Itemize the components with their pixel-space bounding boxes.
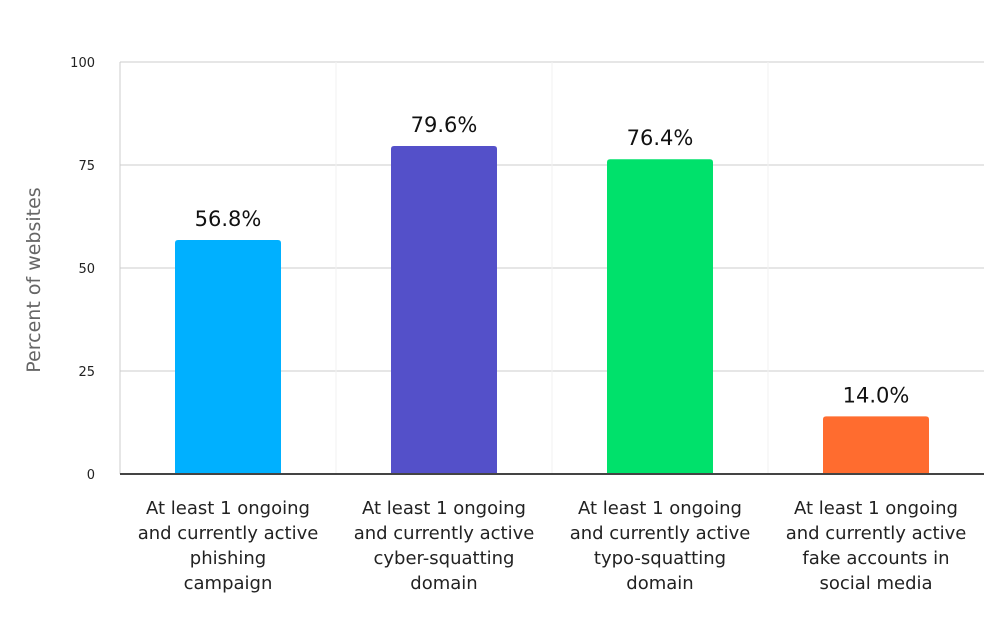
y-axis-ticks: 0 25 50 75 100 [70,56,95,483]
data-label: 56.8% [195,207,262,231]
category-label: social media [819,573,932,594]
category-label: and currently active [354,523,535,544]
category-label: domain [626,573,693,594]
data-labels: 56.8% 79.6% 76.4% 14.0% [195,113,910,407]
y-tick-label: 75 [78,159,95,174]
y-tick-label: 0 [87,468,95,483]
category-label: and currently active [786,523,967,544]
category-label: At least 1 ongoing [362,498,526,519]
category-label: campaign [184,573,273,594]
bar [607,159,713,474]
category-label: domain [410,573,477,594]
category-label: phishing [190,548,266,569]
category-label: and currently active [570,523,751,544]
y-tick-label: 50 [78,262,95,277]
category-label: cyber-squatting [374,548,515,569]
data-label: 76.4% [627,126,694,150]
bar [175,239,281,474]
category-label: and currently active [138,523,319,544]
category-label: typo-squatting [594,548,726,569]
category-label: At least 1 ongoing [794,498,958,519]
data-label: 14.0% [843,383,910,407]
category-labels: At least 1 ongoing and currently active ph… [138,498,967,594]
category-label: At least 1 ongoing [578,498,742,519]
bar [391,146,497,474]
data-label: 79.6% [411,113,478,137]
bar [823,416,929,474]
y-axis-title: Percent of websites [23,187,45,372]
y-tick-label: 100 [70,56,95,71]
bars [175,146,929,474]
y-tick-label: 25 [78,365,95,380]
category-label: At least 1 ongoing [146,498,310,519]
category-label: fake accounts in [802,548,949,569]
